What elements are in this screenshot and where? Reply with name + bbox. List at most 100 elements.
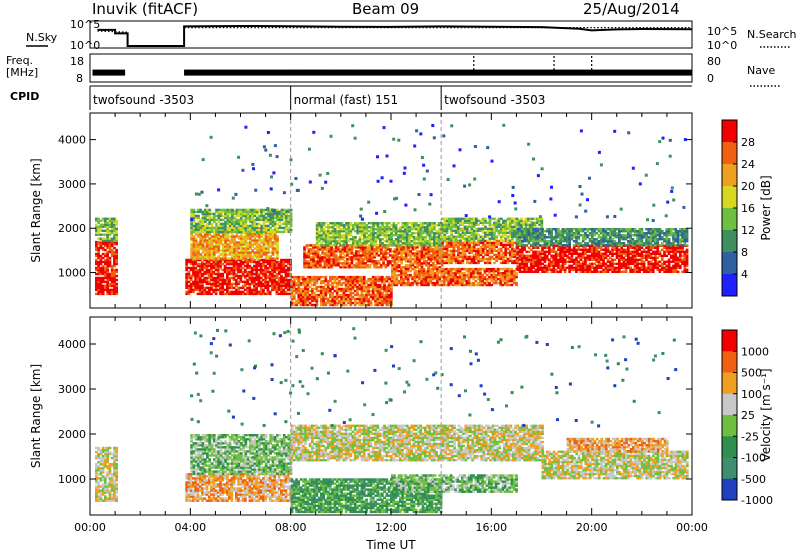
echo-cell	[246, 260, 249, 264]
echo-cell	[403, 226, 407, 229]
echo-cell	[403, 238, 407, 241]
echo-cell	[295, 289, 298, 293]
echo-cell	[429, 254, 433, 257]
echo-cell	[459, 223, 462, 226]
echo-cell	[258, 239, 261, 242]
noise-ytick-right-top: 10^5	[707, 25, 737, 38]
echo-cell	[280, 230, 284, 234]
echo-cell	[235, 257, 239, 260]
echo-cell	[304, 291, 307, 295]
echo-cell	[106, 274, 109, 278]
echo-cell	[443, 235, 447, 238]
echo-cell	[305, 262, 309, 265]
echo-cell	[329, 303, 332, 307]
echo-cell	[248, 288, 252, 292]
echo-cell	[390, 240, 393, 243]
echo-cell	[334, 264, 338, 267]
echo-cell	[506, 251, 510, 255]
echo-cell	[190, 247, 193, 250]
echo-cell	[190, 220, 193, 224]
echo-cell	[424, 273, 428, 277]
echo-cell	[337, 256, 340, 259]
echo-cell	[470, 255, 474, 259]
echo-cell	[418, 281, 421, 285]
echo-cell	[215, 239, 218, 242]
echo-cell	[468, 237, 471, 240]
echo-cell	[228, 239, 232, 242]
echo-cell	[388, 226, 391, 229]
echo-cell	[420, 266, 424, 269]
echo-cell	[240, 230, 243, 234]
echo-cell	[425, 248, 428, 251]
echo-cell	[340, 281, 343, 285]
echo-cell	[215, 210, 218, 214]
echo-cell	[344, 275, 348, 279]
echo-cell	[325, 260, 329, 263]
echo-cell	[351, 242, 355, 245]
echo-cell	[214, 290, 218, 294]
echo-cell	[391, 267, 394, 271]
echo-cell	[454, 237, 458, 240]
echo-cell	[452, 217, 456, 220]
echo-cell	[115, 284, 118, 288]
echo-cell	[241, 280, 245, 284]
echo-cell	[415, 279, 419, 283]
echo-cell	[268, 278, 272, 282]
echo-cell	[235, 292, 238, 296]
echo-cell	[346, 262, 349, 265]
echo-cell	[338, 299, 341, 303]
echo-cell	[95, 246, 98, 250]
echo-cell	[452, 283, 455, 287]
echo-cell	[374, 275, 377, 279]
echo-cell	[324, 242, 328, 245]
echo-cell	[276, 253, 279, 256]
echo-cell	[475, 223, 478, 226]
echo-cell	[342, 238, 346, 241]
echo-cell	[367, 244, 371, 247]
echo-cell	[305, 256, 309, 259]
echo-cell	[367, 297, 371, 301]
echo-cell	[253, 235, 257, 238]
echo-cell	[334, 258, 338, 261]
echo-cell	[331, 222, 335, 225]
echo-cell	[360, 230, 364, 233]
echo-cell	[320, 301, 323, 305]
echo-cell	[506, 267, 509, 271]
echo-cell	[97, 284, 100, 288]
echo-cell	[428, 224, 432, 227]
echo-cell	[434, 246, 437, 249]
echo-cell	[264, 280, 267, 284]
echo-cell	[246, 286, 249, 290]
echo-cell	[249, 235, 252, 238]
echo-cell	[374, 293, 377, 297]
echo-cell	[490, 251, 494, 255]
echo-cell	[239, 286, 243, 290]
echo-cell	[333, 299, 337, 303]
echo-cell	[285, 226, 288, 230]
echo-cell	[361, 260, 365, 263]
echo-cell	[276, 245, 279, 248]
echo-cell	[266, 268, 270, 272]
echo-cell	[231, 233, 234, 236]
echo-cell	[388, 242, 391, 245]
echo-cell	[253, 243, 257, 246]
echo-cell	[454, 239, 458, 242]
echo-cell	[340, 275, 343, 279]
echo-cell	[306, 285, 310, 289]
echo-cell	[198, 284, 202, 288]
echo-cell	[436, 277, 439, 281]
echo-cell	[450, 227, 453, 230]
echo-cell	[369, 236, 373, 239]
echo-cell	[459, 233, 462, 236]
echo-cell	[421, 238, 425, 241]
echo-cell	[328, 258, 331, 261]
echo-cell	[192, 245, 196, 248]
noise-right-label: N.Search	[747, 28, 797, 41]
echo-cell	[333, 279, 337, 283]
echo-cell	[484, 257, 487, 261]
echo-cell	[333, 285, 337, 289]
echo-cell	[465, 273, 469, 277]
echo-cell	[275, 280, 279, 284]
echo-cell	[418, 250, 421, 253]
